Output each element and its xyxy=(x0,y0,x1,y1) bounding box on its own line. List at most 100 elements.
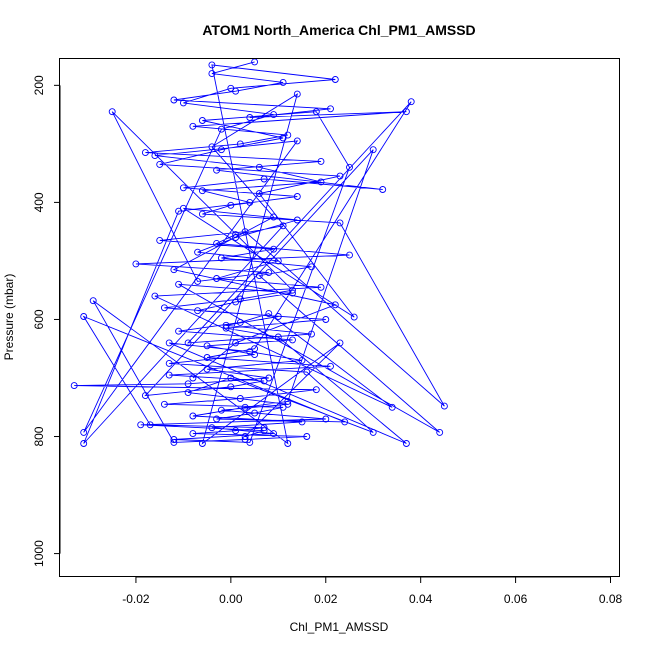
data-point xyxy=(232,427,240,435)
y-tick-label: 400 xyxy=(32,192,46,212)
data-point xyxy=(227,374,235,382)
data-point xyxy=(141,149,149,157)
data-point xyxy=(198,440,206,447)
data-point xyxy=(160,304,168,312)
x-tick-label: 0.02 xyxy=(314,592,338,606)
plot-frame xyxy=(59,58,620,577)
data-point xyxy=(270,213,278,221)
data-point xyxy=(402,108,410,116)
data-point xyxy=(322,415,330,423)
data-point xyxy=(274,333,282,341)
data-point xyxy=(260,424,268,432)
data-point xyxy=(194,307,202,315)
data-point xyxy=(246,198,254,206)
data-point xyxy=(194,248,202,256)
data-point xyxy=(80,440,88,447)
data-point xyxy=(317,157,325,165)
data-point xyxy=(346,163,353,171)
data-point xyxy=(132,260,140,268)
x-tick-label: 0.06 xyxy=(504,592,528,606)
chart-title: ATOM1 North_America Chl_PM1_AMSSD xyxy=(202,22,475,38)
data-point xyxy=(440,402,448,410)
data-point xyxy=(260,377,268,385)
data-point xyxy=(70,382,78,390)
data-point xyxy=(151,292,159,300)
data-point xyxy=(241,403,249,411)
data-point xyxy=(270,245,278,253)
data-point xyxy=(293,216,301,224)
data-point xyxy=(217,146,225,154)
data-point xyxy=(289,289,296,297)
data-point xyxy=(184,389,192,397)
data-point xyxy=(279,222,287,230)
data-point xyxy=(236,140,244,148)
data-point xyxy=(175,280,183,288)
data-point xyxy=(388,403,396,411)
data-point xyxy=(260,175,268,183)
data-point xyxy=(217,125,225,133)
data-point xyxy=(232,231,240,239)
data-point xyxy=(274,313,282,320)
data-point xyxy=(346,251,353,259)
data-layer xyxy=(70,59,448,447)
y-tick-label: 600 xyxy=(32,309,46,329)
data-point xyxy=(222,321,230,329)
data-point xyxy=(198,187,206,195)
data-point xyxy=(194,277,202,285)
data-point xyxy=(241,433,249,440)
data-point xyxy=(179,184,187,192)
data-point xyxy=(213,239,221,247)
data-point xyxy=(246,438,254,446)
data-point xyxy=(255,272,263,280)
data-point xyxy=(170,96,178,104)
series-line xyxy=(74,61,445,445)
data-point xyxy=(379,186,387,193)
data-point xyxy=(217,254,225,262)
x-tick-label: -0.02 xyxy=(122,592,150,606)
data-point xyxy=(265,310,273,318)
data-point xyxy=(336,219,344,227)
data-point xyxy=(293,193,301,200)
data-point xyxy=(298,418,306,426)
data-point xyxy=(317,178,325,186)
data-point xyxy=(298,356,306,364)
data-point xyxy=(255,190,263,198)
data-point xyxy=(203,365,211,373)
data-point xyxy=(251,351,259,359)
data-point xyxy=(327,105,334,113)
data-point xyxy=(170,266,178,274)
data-point xyxy=(336,172,344,180)
data-point xyxy=(151,152,159,160)
data-point xyxy=(236,295,244,303)
data-point xyxy=(369,428,377,436)
data-point xyxy=(227,383,235,391)
data-point xyxy=(170,438,178,446)
data-point xyxy=(189,122,197,130)
data-point xyxy=(170,436,178,443)
data-point xyxy=(213,166,221,174)
data-point xyxy=(189,430,197,438)
data-point xyxy=(198,117,206,124)
data-point xyxy=(260,427,268,435)
data-point xyxy=(317,283,325,291)
data-point xyxy=(208,70,216,78)
data-point xyxy=(331,301,339,309)
data-point xyxy=(217,406,225,414)
data-point xyxy=(156,236,164,244)
data-point xyxy=(293,137,301,145)
data-point xyxy=(303,368,311,376)
x-tick-label: 0.08 xyxy=(599,592,623,606)
data-point xyxy=(227,84,235,92)
data-point xyxy=(232,234,240,241)
y-tick-label: 200 xyxy=(32,75,46,95)
data-point xyxy=(270,430,278,438)
data-point xyxy=(308,330,315,338)
data-point xyxy=(165,339,173,347)
data-point xyxy=(322,316,330,323)
data-point xyxy=(232,339,240,347)
data-point xyxy=(141,392,149,400)
data-point xyxy=(156,160,164,168)
data-point xyxy=(213,275,221,282)
